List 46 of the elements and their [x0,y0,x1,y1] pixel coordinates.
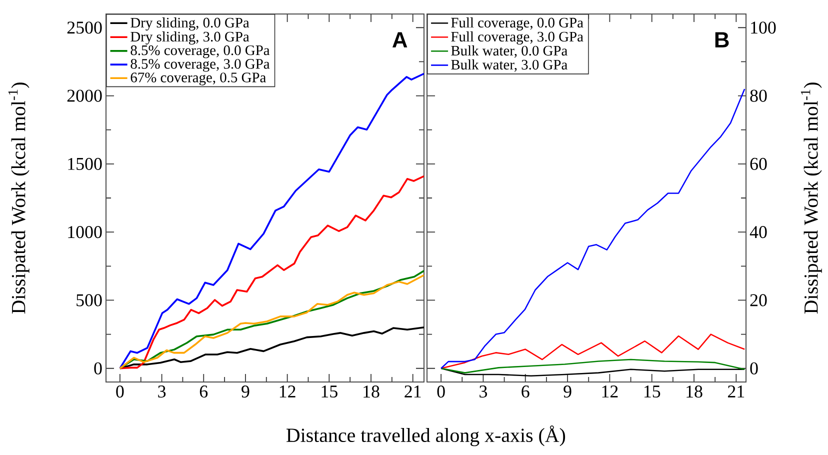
line-series [119,175,424,370]
y-tick-label: 2000 [67,90,102,102]
legend-label: Full coverage, 0.0 GPa [451,17,584,31]
y-tick-label: 500 [76,294,102,306]
x-tick-label: 0 [437,386,445,398]
legend-label: Full coverage, 3.0 GPa [451,31,584,45]
x-tick-label: 0 [116,386,124,398]
annotation: B [715,32,729,48]
x-tick-label: 9 [564,386,572,398]
x-tick-label: 9 [242,386,250,398]
y-tick-label: 0 [94,362,102,374]
x-tick-label: 12 [602,386,618,398]
legend-label: Dry sliding, 3.0 GPa [130,31,250,45]
y2-tick-label: 20 [750,294,767,306]
annotation: A [392,32,408,48]
x-tick-label: 6 [200,386,208,398]
line-series [119,72,424,370]
line-series [440,334,746,370]
x-tick-label: 12 [280,386,296,398]
line-series [440,358,746,374]
y2-tick-label: 100 [751,22,776,34]
y-tick-label: 1000 [68,226,102,238]
x-tick-label: 21 [728,386,744,398]
y-axis-title: Dissipated Work (kcal mol$^{-1}$) [8,82,30,314]
legend-label: Bulk water, 0.0 GPa [451,45,568,58]
y2-axis-title: Dissipated Work (kcal mol$^{-1}$) [800,82,822,314]
legend-label: 8.5% coverage, 0.0 GPa [130,45,270,58]
legend-label: 67% coverage, 0.5 GPa [130,72,266,86]
legend-label: Dry sliding, 0.0 GPa [130,17,250,31]
y2-tick-label: 0 [750,362,758,374]
y2-tick-label: 80 [750,90,767,102]
x-tick-label: 21 [404,386,421,398]
y-tick-label: 1500 [68,158,102,170]
y2-tick-label: 40 [750,226,767,238]
y-tick-label: 2500 [67,22,102,34]
x-tick-label: 15 [322,386,338,398]
x-axis-title: Distance travelled along x-axis (Å) [286,426,566,446]
x-tick-label: 6 [522,386,530,398]
x-tick-label: 3 [158,386,166,398]
x-tick-label: 3 [480,386,487,398]
legend-label: 8.5% coverage, 3.0 GPa [130,58,270,72]
x-tick-label: 18 [686,386,702,398]
x-tick-label: 15 [644,386,660,398]
legend-label: Bulk water, 3.0 GPa [451,59,568,72]
y2-tick-label: 60 [750,158,767,170]
x-tick-label: 18 [364,386,380,398]
